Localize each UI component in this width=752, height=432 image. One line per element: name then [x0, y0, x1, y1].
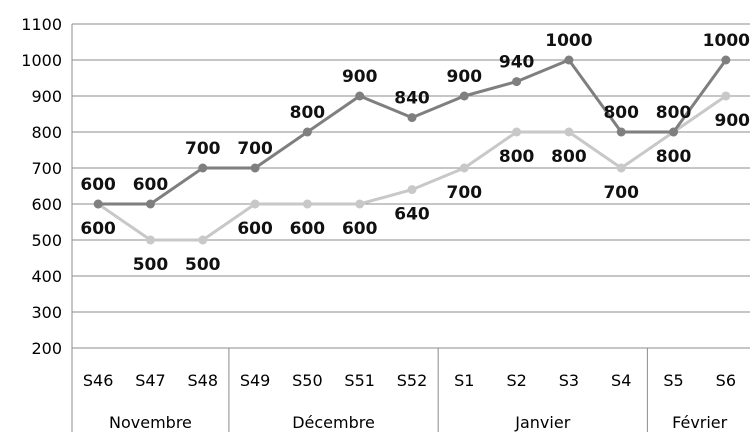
data-label: 800 [551, 147, 587, 167]
y-tick-label: 300 [31, 303, 62, 322]
data-point [93, 199, 103, 209]
y-tick-label: 800 [31, 123, 62, 142]
data-label: 800 [499, 147, 535, 167]
data-label: 900 [342, 67, 378, 87]
data-label: 600 [133, 175, 169, 195]
y-tick-label: 600 [31, 195, 62, 214]
data-label: 900 [447, 67, 483, 87]
x-group-label: Février [672, 413, 728, 432]
x-tick-label: S5 [663, 371, 683, 390]
x-tick-label: S6 [716, 371, 736, 390]
x-tick-label: S48 [188, 371, 219, 390]
x-tick-label: S2 [506, 371, 526, 390]
data-point [407, 113, 417, 123]
data-point [721, 55, 731, 65]
data-point [302, 199, 312, 209]
data-label: 940 [499, 53, 535, 73]
data-label: 700 [603, 183, 639, 203]
data-label: 700 [237, 139, 273, 159]
x-group-label: Novembre [109, 413, 192, 432]
y-axis: 200 300 400 500 600 700 800 900 1000 1100 [21, 15, 73, 358]
x-tick-label: S1 [454, 371, 474, 390]
data-point [564, 55, 574, 65]
data-label: 800 [290, 103, 326, 123]
data-point [198, 163, 208, 173]
x-tick-label: S49 [240, 371, 271, 390]
x-tick-label: S47 [135, 371, 166, 390]
y-tick-label: 900 [31, 87, 62, 106]
x-tick-label: S3 [559, 371, 579, 390]
data-label: 800 [656, 103, 692, 123]
y-tick-label: 1100 [21, 15, 62, 34]
data-point [355, 91, 365, 101]
data-label: 800 [603, 103, 639, 123]
data-label: 840 [394, 89, 430, 109]
y-tick-label: 500 [31, 231, 62, 250]
x-tick-label: S46 [83, 371, 114, 390]
data-label: 600 [290, 219, 326, 239]
data-label: 500 [133, 255, 169, 275]
data-point [145, 199, 155, 209]
data-point [721, 91, 731, 101]
data-label: 900 [715, 111, 751, 131]
series-layer [93, 55, 731, 245]
data-point [512, 127, 522, 137]
data-label: 640 [394, 205, 430, 225]
y-tick-label: 1000 [21, 51, 62, 70]
data-point [616, 127, 626, 137]
data-point [407, 185, 417, 195]
x-tick-label: S51 [344, 371, 375, 390]
data-label: 800 [656, 147, 692, 167]
data-point [198, 235, 208, 245]
data-point [459, 163, 469, 173]
data-point [669, 127, 679, 137]
data-label: 600 [80, 219, 116, 239]
data-point [564, 127, 574, 137]
x-axis: S46 S47 S48 S49 S50 S51 S52 S1 S2 S3 S4 S5 S6 Novembr… [71, 348, 736, 432]
data-label: 1000 [703, 31, 750, 51]
y-tick-label: 700 [31, 159, 62, 178]
data-point [145, 235, 155, 245]
data-point [250, 163, 260, 173]
data-label: 700 [185, 139, 221, 159]
data-point [459, 91, 469, 101]
data-point [616, 163, 626, 173]
x-tick-label: S52 [397, 371, 428, 390]
data-point [250, 199, 260, 209]
x-tick-label: S50 [292, 371, 323, 390]
y-tick-label: 200 [31, 339, 62, 358]
data-point [355, 199, 365, 209]
data-point [512, 77, 522, 87]
data-label: 500 [185, 255, 221, 275]
x-group-label: Janvier [514, 413, 570, 432]
data-label: 600 [237, 219, 273, 239]
data-label: 600 [342, 219, 378, 239]
data-label: 600 [80, 175, 116, 195]
data-labels: 600 600 700 700 800 900 840 900 940 1000 800 800 100… [80, 31, 750, 275]
data-point [302, 127, 312, 137]
y-tick-label: 400 [31, 267, 62, 286]
x-tick-label: S4 [611, 371, 631, 390]
data-label: 1000 [545, 31, 592, 51]
x-group-label: Décembre [292, 413, 375, 432]
data-label: 700 [447, 183, 483, 203]
